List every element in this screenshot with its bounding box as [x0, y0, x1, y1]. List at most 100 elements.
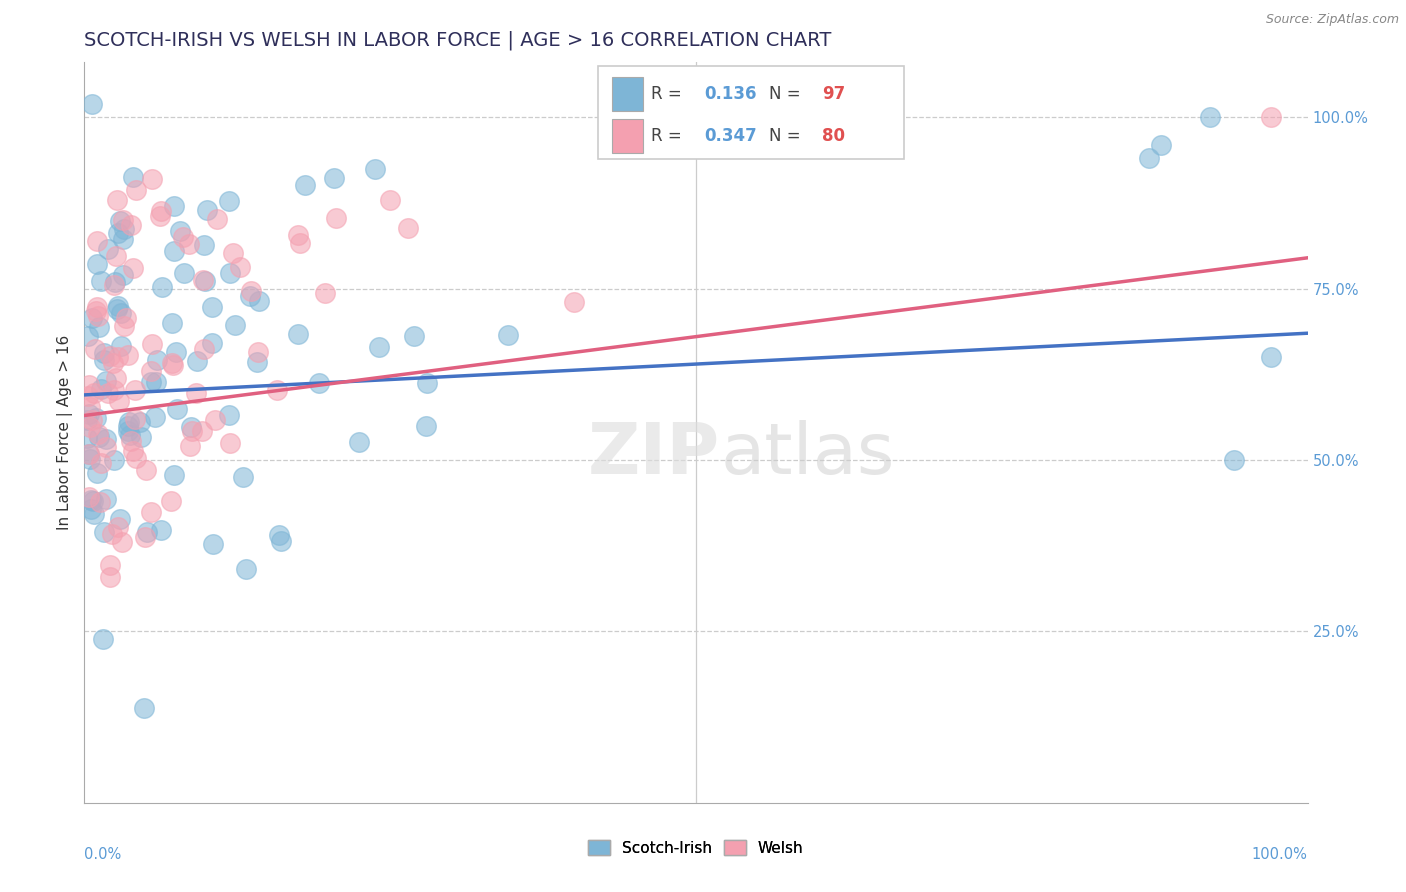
- Point: [270, 533, 292, 548]
- Point: [128, 415, 150, 429]
- Point: [221, 246, 243, 260]
- Point: [98, 570, 121, 584]
- Point: [94, 491, 117, 506]
- Point: [105, 248, 128, 262]
- Point: [193, 273, 215, 287]
- Point: [98, 349, 121, 363]
- Point: [149, 204, 172, 219]
- Point: [162, 356, 184, 370]
- Point: [179, 439, 201, 453]
- Point: [108, 393, 131, 408]
- Point: [76, 328, 98, 343]
- Text: 100.0%: 100.0%: [1251, 847, 1308, 863]
- Point: [87, 426, 110, 441]
- Point: [202, 537, 225, 551]
- Point: [314, 285, 336, 300]
- Point: [219, 266, 242, 280]
- Point: [86, 257, 108, 271]
- Point: [247, 293, 270, 308]
- Point: [120, 434, 142, 448]
- Point: [141, 172, 163, 186]
- Point: [1137, 152, 1160, 166]
- Point: [90, 383, 112, 397]
- Point: [135, 463, 157, 477]
- Point: [134, 530, 156, 544]
- Point: [224, 318, 246, 332]
- Point: [162, 359, 184, 373]
- Point: [193, 238, 215, 252]
- Point: [124, 383, 146, 397]
- Point: [100, 526, 122, 541]
- Point: [118, 415, 141, 429]
- Point: [638, 96, 661, 111]
- Point: [108, 512, 131, 526]
- Point: [110, 305, 132, 319]
- Point: [120, 218, 142, 232]
- Point: [111, 535, 134, 549]
- Point: [266, 383, 288, 397]
- Point: [143, 410, 166, 425]
- FancyBboxPatch shape: [612, 120, 644, 153]
- Point: [108, 213, 131, 227]
- Point: [364, 161, 387, 176]
- Point: [228, 260, 250, 274]
- Point: [1198, 110, 1220, 124]
- Point: [76, 413, 98, 427]
- Point: [404, 328, 426, 343]
- Point: [124, 412, 146, 426]
- Point: [80, 502, 103, 516]
- Point: [218, 436, 240, 450]
- Point: [105, 193, 128, 207]
- Point: [96, 432, 118, 446]
- Point: [347, 434, 370, 449]
- Point: [82, 413, 104, 427]
- Text: 0.347: 0.347: [704, 128, 758, 145]
- Point: [172, 230, 194, 244]
- Point: [77, 490, 100, 504]
- Point: [267, 527, 290, 541]
- Point: [380, 193, 402, 207]
- Point: [93, 345, 115, 359]
- Point: [163, 244, 186, 258]
- Point: [80, 492, 103, 507]
- Point: [83, 508, 105, 522]
- Point: [368, 340, 391, 354]
- Point: [166, 401, 188, 416]
- Point: [107, 299, 129, 313]
- Point: [562, 295, 585, 310]
- Point: [180, 425, 202, 439]
- Point: [110, 339, 132, 353]
- Point: [79, 447, 101, 461]
- Point: [139, 364, 162, 378]
- Point: [89, 319, 111, 334]
- Point: [149, 523, 172, 537]
- Point: [498, 328, 520, 343]
- Text: 0.136: 0.136: [704, 85, 756, 103]
- Point: [173, 266, 195, 280]
- Point: [94, 440, 117, 454]
- Point: [218, 194, 240, 209]
- Point: [232, 470, 254, 484]
- Point: [287, 326, 309, 341]
- Point: [415, 418, 437, 433]
- Text: Source: ZipAtlas.com: Source: ZipAtlas.com: [1265, 13, 1399, 27]
- Point: [218, 409, 240, 423]
- Point: [83, 342, 105, 356]
- Point: [195, 203, 218, 218]
- Point: [1260, 350, 1282, 364]
- Point: [77, 377, 100, 392]
- Point: [121, 260, 143, 275]
- Y-axis label: In Labor Force | Age > 16: In Labor Force | Age > 16: [58, 335, 73, 530]
- Point: [97, 386, 120, 401]
- Point: [86, 466, 108, 480]
- Legend: Scotch-Irish, Welsh: Scotch-Irish, Welsh: [582, 834, 810, 862]
- Point: [246, 344, 269, 359]
- Point: [86, 410, 108, 425]
- Text: SCOTCH-IRISH VS WELSH IN LABOR FORCE | AGE > 16 CORRELATION CHART: SCOTCH-IRISH VS WELSH IN LABOR FORCE | A…: [84, 30, 832, 50]
- Point: [135, 524, 157, 539]
- Point: [77, 447, 100, 461]
- Point: [191, 424, 214, 438]
- Point: [112, 221, 135, 235]
- Point: [325, 211, 347, 225]
- Point: [107, 350, 129, 364]
